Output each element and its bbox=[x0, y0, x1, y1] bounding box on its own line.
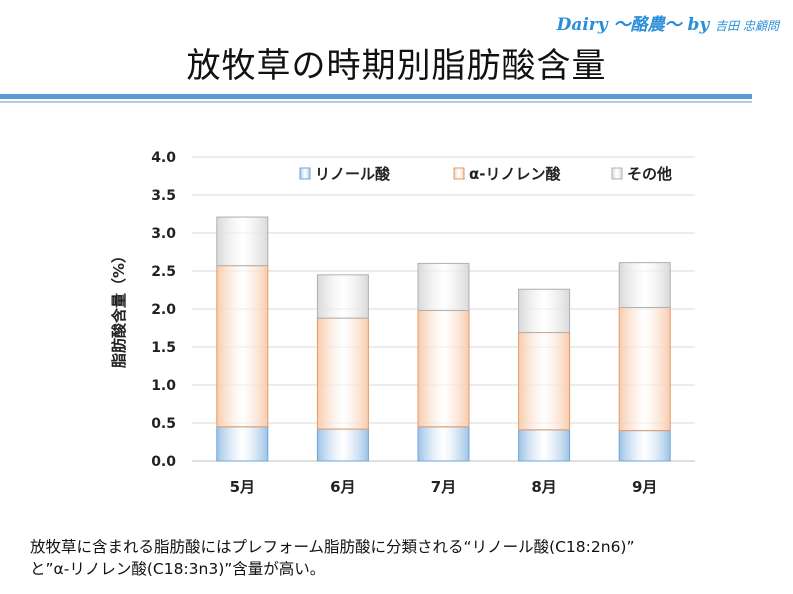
bar-linolenic-1 bbox=[216, 265, 269, 428]
bar-other-4 bbox=[518, 288, 571, 334]
bar-linoleic-3 bbox=[417, 426, 470, 462]
x-tick-label: 6月 bbox=[330, 478, 355, 496]
title-divider bbox=[0, 94, 752, 99]
bar-linolenic-3 bbox=[417, 310, 470, 428]
y-tick-label: 2.0 bbox=[151, 302, 176, 318]
caption-line-1: 放牧草に含まれる脂肪酸にはプレフォーム脂肪酸に分類される“リノール酸(C18:2… bbox=[30, 538, 635, 556]
bar-linoleic-4 bbox=[518, 429, 571, 462]
y-tick-label: 1.5 bbox=[151, 340, 176, 356]
x-axis-ticks: 5月 6月 7月 8月 9月 bbox=[230, 478, 658, 496]
y-tick-label: 1.0 bbox=[151, 378, 176, 394]
bar-linolenic-5 bbox=[618, 306, 671, 432]
bar-other-1 bbox=[216, 216, 269, 267]
bar-linoleic-5 bbox=[618, 430, 671, 462]
legend-swatch-linoleic bbox=[299, 167, 311, 180]
chart-legend: リノール酸 α-リノレン酸 その他 bbox=[299, 165, 672, 183]
legend-label-other: その他 bbox=[627, 165, 672, 183]
bar-linoleic-2 bbox=[316, 428, 369, 462]
legend-label-linoleic: リノール酸 bbox=[315, 165, 391, 183]
legend-swatch-other bbox=[611, 167, 623, 180]
x-tick-label: 9月 bbox=[632, 478, 657, 496]
y-tick-label: 4.0 bbox=[151, 150, 176, 166]
bar-linolenic-2 bbox=[316, 317, 369, 430]
y-axis-ticks: 0.0 0.5 1.0 1.5 2.0 2.5 3.0 3.5 4.0 bbox=[151, 150, 176, 470]
legend-label-linolenic: α-リノレン酸 bbox=[469, 165, 562, 183]
caption: 放牧草に含まれる脂肪酸にはプレフォーム脂肪酸に分類される“リノール酸(C18:2… bbox=[30, 536, 780, 580]
y-tick-label: 0.0 bbox=[151, 454, 176, 470]
x-tick-label: 8月 bbox=[531, 478, 556, 496]
bar-other-3 bbox=[417, 262, 470, 312]
y-axis-label: 脂肪酸含量（%） bbox=[110, 248, 128, 368]
y-tick-label: 3.0 bbox=[151, 226, 176, 242]
title-divider-thin bbox=[0, 101, 752, 103]
y-tick-label: 2.5 bbox=[151, 264, 176, 280]
brand-name: Dairy 〜酪農〜 by bbox=[556, 15, 710, 35]
chart-bars bbox=[216, 216, 671, 462]
brand-author: 吉田 忠顧問 bbox=[715, 19, 779, 33]
caption-line-2: と”α-リノレン酸(C18:3n3)”含量が高い。 bbox=[30, 560, 326, 578]
y-tick-label: 3.5 bbox=[151, 188, 176, 204]
y-tick-label: 0.5 bbox=[151, 416, 176, 432]
bar-linoleic-1 bbox=[216, 426, 269, 462]
page-title: 放牧草の時期別脂肪酸含量 bbox=[186, 46, 607, 86]
bar-linolenic-4 bbox=[518, 332, 571, 431]
stacked-bar-chart: 0.0 0.5 1.0 1.5 2.0 2.5 3.0 3.5 4.0 5月 6月 7月 8月 9月 リ… bbox=[110, 150, 695, 496]
bar-other-2 bbox=[316, 274, 369, 319]
brand-logo: Dairy 〜酪農〜 by 吉田 忠顧問 bbox=[557, 10, 779, 35]
x-tick-label: 7月 bbox=[431, 478, 456, 496]
legend-swatch-linolenic bbox=[453, 167, 465, 180]
bar-other-5 bbox=[618, 262, 671, 308]
x-tick-label: 5月 bbox=[230, 478, 255, 496]
